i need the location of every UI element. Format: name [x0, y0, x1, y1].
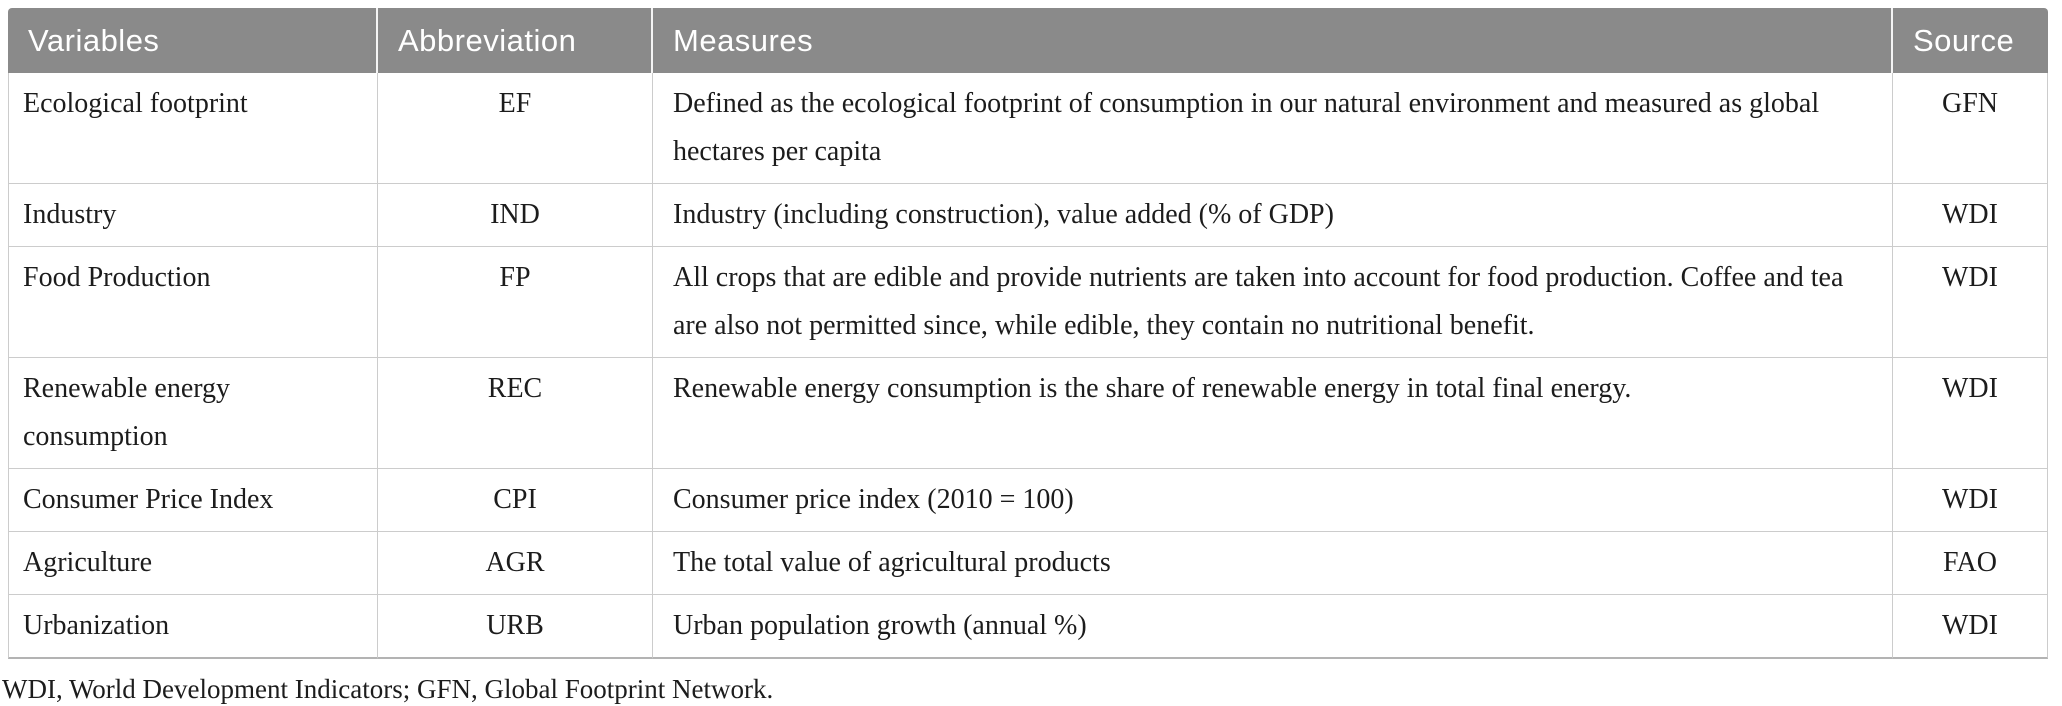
- column-header-source: Source: [1893, 8, 2048, 73]
- table-cell-variable: Ecological footprint: [8, 73, 378, 184]
- table-row: Agriculture AGR The total value of agric…: [8, 532, 2048, 595]
- table-cell-variable: Consumer Price Index: [8, 469, 378, 532]
- table-row: Consumer Price Index CPI Consumer price …: [8, 469, 2048, 532]
- column-header-abbreviation: Abbreviation: [378, 8, 653, 73]
- table-cell-source: GFN: [1893, 73, 2048, 184]
- table-cell-measures: All crops that are edible and provide nu…: [653, 247, 1893, 358]
- table-row: Food Production FP All crops that are ed…: [8, 247, 2048, 358]
- table-cell-measures: The total value of agricultural products: [653, 532, 1893, 595]
- table-cell-variable: Renewable energy consumption: [8, 358, 378, 469]
- table-cell-measures: Consumer price index (2010 = 100): [653, 469, 1893, 532]
- table-cell-measures: Renewable energy consumption is the shar…: [653, 358, 1893, 469]
- table-row: Urbanization URB Urban population growth…: [8, 595, 2048, 659]
- table-cell-variable: Urbanization: [8, 595, 378, 659]
- table-cell-abbreviation: IND: [378, 184, 653, 247]
- column-header-measures: Measures: [653, 8, 1893, 73]
- table-footnote: WDI, World Development Indicators; GFN, …: [2, 674, 774, 704]
- table-row: Ecological footprint EF Defined as the e…: [8, 73, 2048, 184]
- table-cell-measures: Industry (including construction), value…: [653, 184, 1893, 247]
- table-row: Renewable energy consumption REC Renewab…: [8, 358, 2048, 469]
- table-cell-abbreviation: REC: [378, 358, 653, 469]
- variables-table: Variables Abbreviation Measures Source E…: [8, 8, 2048, 659]
- table-cell-variable: Food Production: [8, 247, 378, 358]
- table-cell-abbreviation: AGR: [378, 532, 653, 595]
- table-cell-source: WDI: [1893, 595, 2048, 659]
- table-cell-source: FAO: [1893, 532, 2048, 595]
- table-cell-abbreviation: EF: [378, 73, 653, 184]
- table-body: Ecological footprint EF Defined as the e…: [8, 73, 2048, 659]
- table-cell-abbreviation: URB: [378, 595, 653, 659]
- table-row: Industry IND Industry (including constru…: [8, 184, 2048, 247]
- table-cell-abbreviation: FP: [378, 247, 653, 358]
- table-cell-source: WDI: [1893, 247, 2048, 358]
- table-cell-variable: Industry: [8, 184, 378, 247]
- table-header-row: Variables Abbreviation Measures Source: [8, 8, 2048, 73]
- table-cell-measures: Defined as the ecological footprint of c…: [653, 73, 1893, 184]
- table-cell-variable: Agriculture: [8, 532, 378, 595]
- column-header-variables: Variables: [8, 8, 378, 73]
- table-cell-measures: Urban population growth (annual %): [653, 595, 1893, 659]
- table-cell-source: WDI: [1893, 358, 2048, 469]
- table-cell-source: WDI: [1893, 184, 2048, 247]
- table-cell-source: WDI: [1893, 469, 2048, 532]
- table-cell-abbreviation: CPI: [378, 469, 653, 532]
